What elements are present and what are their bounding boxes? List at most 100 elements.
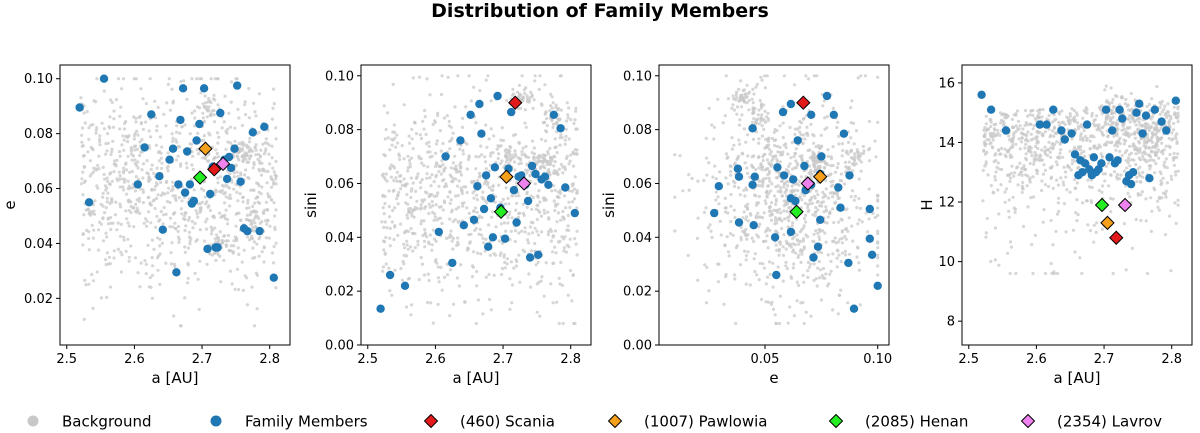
- background-point: [492, 134, 496, 138]
- background-point: [540, 164, 544, 168]
- background-point: [1135, 175, 1139, 179]
- background-point: [87, 137, 91, 141]
- background-point: [1176, 198, 1180, 202]
- background-point: [383, 202, 387, 206]
- background-point: [829, 259, 833, 263]
- background-point: [101, 239, 106, 243]
- background-point: [757, 278, 761, 282]
- background-point: [823, 231, 827, 235]
- background-point: [857, 261, 861, 265]
- background-point: [81, 193, 85, 197]
- background-point: [108, 285, 113, 289]
- x-tick-label: 0.10: [863, 352, 892, 367]
- background-point: [1090, 111, 1094, 116]
- background-point: [554, 106, 558, 110]
- background-point: [135, 206, 139, 210]
- background-point: [793, 127, 797, 131]
- background-point: [475, 193, 479, 197]
- background-point: [1018, 161, 1022, 165]
- background-point: [809, 168, 813, 172]
- background-point: [265, 222, 269, 226]
- background-point: [530, 151, 534, 155]
- background-point: [743, 249, 747, 253]
- background-point: [857, 268, 862, 272]
- background-point: [774, 321, 778, 326]
- background-point: [405, 229, 409, 233]
- background-point: [779, 190, 783, 194]
- background-point: [789, 276, 794, 280]
- background-point: [262, 246, 266, 250]
- background-point: [550, 119, 554, 123]
- background-point: [1088, 185, 1092, 189]
- background-point: [1110, 100, 1114, 105]
- background-point: [813, 210, 818, 214]
- background-point: [1163, 192, 1167, 196]
- background-point: [826, 154, 831, 158]
- background-point: [821, 195, 825, 200]
- background-point: [147, 178, 151, 182]
- background-point: [115, 158, 119, 162]
- background-point: [559, 191, 563, 195]
- background-point: [118, 202, 122, 206]
- background-point: [127, 255, 131, 259]
- background-point: [1118, 149, 1122, 153]
- background-point: [1061, 155, 1065, 159]
- background-point: [549, 156, 553, 160]
- family-member-point: [750, 172, 759, 181]
- background-point: [1033, 151, 1037, 155]
- background-point: [876, 232, 880, 236]
- background-point: [1101, 132, 1105, 136]
- background-point: [784, 189, 788, 193]
- background-point: [164, 261, 168, 265]
- background-point: [480, 195, 484, 199]
- background-point: [109, 98, 113, 102]
- background-point: [1166, 102, 1170, 106]
- background-point: [1051, 243, 1055, 247]
- background-point: [797, 253, 801, 257]
- background-point: [203, 239, 207, 243]
- background-point: [484, 167, 488, 171]
- background-point: [1150, 145, 1154, 150]
- background-point: [169, 262, 174, 266]
- background-point: [826, 253, 830, 257]
- background-point: [384, 262, 388, 266]
- background-point: [252, 209, 256, 213]
- background-point: [765, 190, 769, 194]
- background-point: [1008, 155, 1013, 159]
- background-point: [224, 244, 228, 248]
- background-point: [1081, 138, 1085, 142]
- background-point: [554, 103, 558, 107]
- background-point: [1075, 181, 1079, 185]
- background-point: [133, 189, 138, 193]
- background-point: [81, 232, 85, 236]
- background-point: [1158, 112, 1162, 116]
- background-point: [203, 195, 207, 199]
- background-point: [823, 276, 827, 280]
- background-point: [1137, 116, 1142, 120]
- background-point: [117, 77, 121, 81]
- background-point: [850, 224, 854, 228]
- background-point: [228, 141, 232, 145]
- axes-frame: [360, 64, 592, 346]
- background-point: [381, 206, 385, 210]
- background-point: [730, 147, 735, 151]
- background-point: [122, 138, 126, 142]
- background-point: [529, 285, 533, 289]
- background-point: [540, 137, 544, 141]
- background-point: [396, 193, 400, 198]
- background-point: [806, 77, 811, 81]
- background-point: [824, 178, 828, 183]
- background-point: [1095, 147, 1099, 151]
- background-point: [512, 266, 516, 270]
- background-point: [792, 262, 796, 266]
- background-point: [706, 226, 711, 230]
- background-point: [790, 224, 794, 228]
- background-point: [106, 141, 110, 145]
- background-point: [557, 321, 561, 326]
- background-point: [784, 247, 788, 251]
- background-point: [425, 176, 429, 180]
- background-point: [506, 216, 510, 220]
- background-point: [740, 97, 744, 101]
- background-point: [806, 275, 810, 279]
- background-point: [253, 221, 257, 225]
